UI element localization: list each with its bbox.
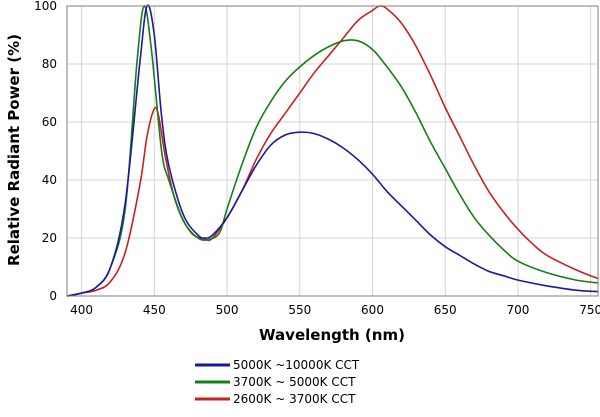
series-line-1	[66, 5, 599, 297]
y-tick-label: 60	[42, 115, 57, 129]
x-tick-label: 750	[579, 303, 600, 317]
y-tick-label: 80	[42, 57, 57, 71]
legend-label-0: 5000K ~10000K CCT	[233, 358, 360, 372]
x-tick-label: 700	[507, 303, 530, 317]
x-tick-label: 400	[70, 303, 93, 317]
x-tick-label: 650	[434, 303, 457, 317]
y-tick-label: 100	[34, 0, 57, 13]
y-tick-label: 40	[42, 173, 57, 187]
x-tick-label: 550	[288, 303, 311, 317]
series-line-2	[66, 5, 599, 297]
y-tick-label: 20	[42, 231, 57, 245]
tick-labels: 400 450 500 550 600 650 700 750 0 20 40 60 80 100	[34, 0, 600, 317]
x-axis-title: Wavelength (nm)	[259, 326, 405, 344]
series-lines	[66, 4, 599, 297]
plot-frame	[66, 5, 599, 297]
x-tick-label: 500	[216, 303, 239, 317]
legend-label-2: 2600K ~ 3700K CCT	[233, 392, 356, 406]
x-tick-label: 600	[361, 303, 384, 317]
grid	[67, 5, 598, 297]
legend: 5000K ~10000K CCT 3700K ~ 5000K CCT 2600K …	[195, 358, 360, 406]
x-tick-label: 450	[143, 303, 166, 317]
y-axis-title: Relative Radiant Power (%)	[5, 34, 23, 266]
y-tick-label: 0	[49, 289, 57, 303]
legend-label-1: 3700K ~ 5000K CCT	[233, 375, 356, 389]
series-line-0	[66, 4, 599, 297]
